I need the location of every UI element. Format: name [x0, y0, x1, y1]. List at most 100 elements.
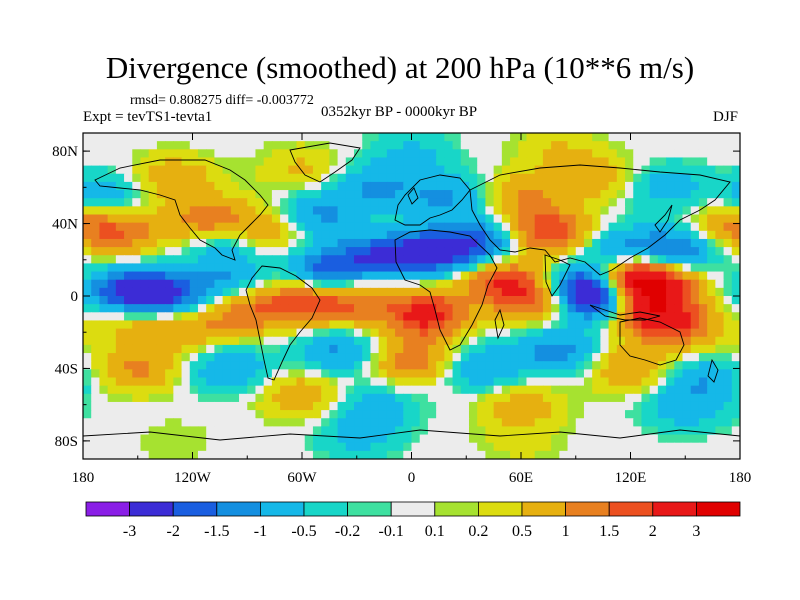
field-cell	[592, 304, 601, 313]
field-cell	[403, 271, 413, 281]
field-cell	[600, 442, 610, 452]
field-cell	[206, 385, 215, 395]
field-cell	[411, 296, 421, 305]
field-cell	[452, 149, 462, 159]
field-cell	[99, 361, 109, 370]
field-cell	[501, 320, 511, 330]
field-cell	[99, 255, 109, 264]
field-cell	[107, 304, 117, 313]
field-cell	[140, 361, 150, 370]
field-cell	[91, 361, 101, 370]
field-cell	[551, 255, 560, 264]
field-cell	[690, 344, 700, 354]
field-cell	[633, 173, 643, 183]
field-cell	[616, 206, 626, 216]
field-cell	[559, 418, 569, 427]
field-cell	[124, 320, 133, 330]
field-cell	[657, 181, 667, 191]
field-cell	[395, 230, 404, 240]
field-cell	[633, 287, 643, 297]
field-cell	[181, 385, 191, 395]
field-cell	[608, 296, 618, 305]
field-cell	[321, 312, 330, 322]
field-cell	[132, 206, 142, 216]
colorbar-swatch	[521, 501, 566, 517]
field-cell	[197, 442, 207, 452]
field-cell	[731, 157, 740, 167]
field-cell	[378, 385, 388, 395]
field-cell	[329, 255, 339, 264]
field-cell	[140, 133, 150, 142]
field-cell	[337, 271, 347, 281]
field-cell	[485, 296, 495, 305]
field-cell	[559, 336, 569, 346]
field-cell	[148, 181, 158, 191]
field-cell	[148, 393, 158, 403]
field-cell	[460, 442, 470, 452]
field-cell	[99, 287, 109, 297]
field-cell	[452, 296, 462, 305]
field-cell	[386, 149, 396, 159]
field-cell	[181, 393, 191, 403]
field-cell	[165, 279, 174, 289]
field-cell	[329, 133, 339, 142]
field-cell	[239, 385, 248, 395]
field-cell	[255, 450, 265, 459]
field-cell	[707, 214, 716, 224]
field-cell	[534, 442, 544, 452]
field-cell	[575, 328, 585, 338]
field-cell	[206, 336, 215, 346]
field-cell	[682, 149, 692, 159]
field-cell	[493, 361, 503, 370]
field-cell	[395, 165, 404, 175]
field-cell	[542, 296, 552, 305]
field-cell	[551, 238, 560, 248]
field-cell	[255, 173, 265, 183]
field-cell	[583, 141, 593, 150]
field-cell	[312, 190, 322, 199]
field-cell	[715, 255, 725, 264]
field-cell	[378, 198, 388, 207]
field-cell	[592, 401, 601, 411]
field-cell	[666, 230, 675, 240]
field-cell	[230, 353, 240, 362]
field-cell	[682, 377, 692, 387]
field-cell	[559, 198, 569, 207]
field-cell	[280, 238, 289, 248]
field-cell	[148, 442, 158, 452]
field-cell	[674, 279, 684, 289]
field-cell	[354, 434, 363, 444]
field-cell	[542, 255, 552, 264]
field-cell	[263, 426, 273, 436]
field-cell	[559, 426, 569, 436]
field-cell	[345, 361, 355, 370]
field-cell	[460, 222, 470, 232]
field-cell	[682, 393, 692, 403]
field-cell	[477, 157, 487, 167]
field-cell	[165, 344, 174, 354]
field-cell	[312, 230, 322, 240]
x-tick-label: 180	[729, 470, 752, 486]
field-cell	[403, 287, 413, 297]
field-cell	[567, 401, 577, 411]
field-cell	[592, 198, 601, 207]
field-cell	[501, 353, 511, 362]
field-cell	[247, 450, 257, 459]
field-cell	[263, 214, 273, 224]
field-cell	[542, 149, 552, 159]
field-cell	[354, 149, 363, 159]
field-cell	[674, 385, 684, 395]
field-cell	[616, 198, 626, 207]
field-cell	[649, 149, 659, 159]
field-cell	[485, 336, 495, 346]
field-cell	[608, 410, 618, 419]
field-cell	[345, 369, 355, 379]
field-cell	[271, 198, 281, 207]
field-cell	[608, 133, 618, 142]
field-cell	[124, 181, 133, 191]
field-cell	[165, 361, 174, 370]
field-cell	[214, 426, 224, 436]
field-cell	[657, 165, 667, 175]
field-cell	[304, 320, 314, 330]
field-cell	[427, 401, 437, 411]
